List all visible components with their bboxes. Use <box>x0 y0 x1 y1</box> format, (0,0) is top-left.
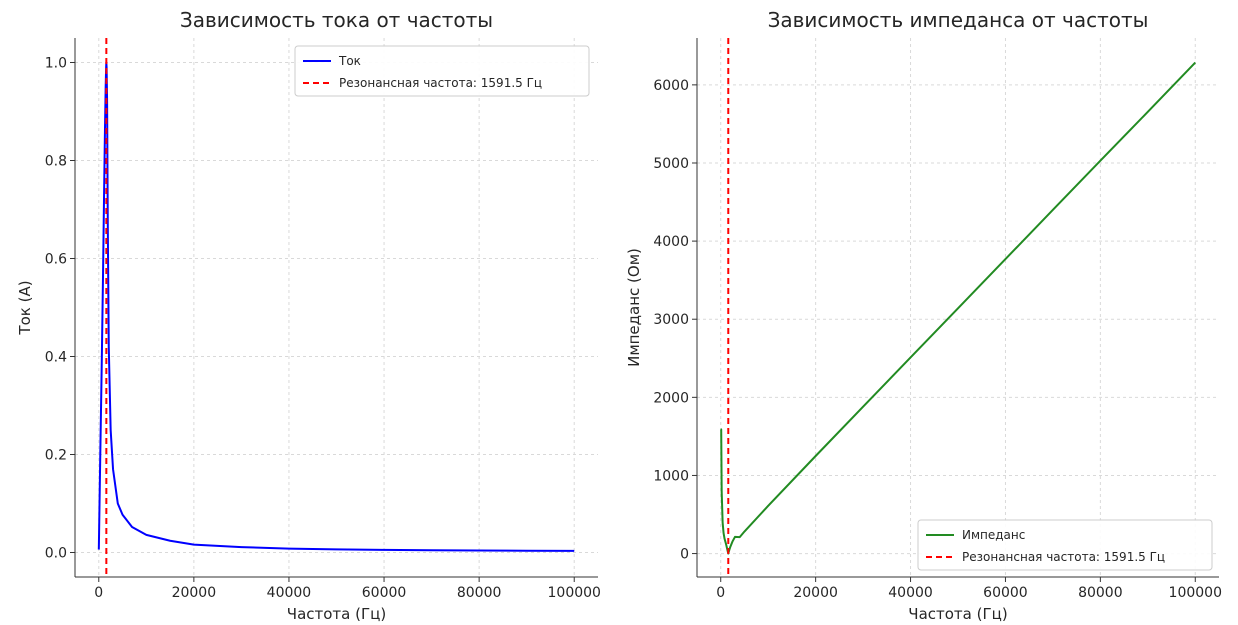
y-tick-label: 3000 <box>653 312 689 328</box>
y-tick-label: 6000 <box>653 78 689 94</box>
subplot-1: Зависимость тока от частоты 0 20000 40000 60… <box>16 8 601 623</box>
x-tick-label: 0 <box>94 585 103 601</box>
x-tick-label: 20000 <box>793 585 838 601</box>
y-tick-label: 0.0 <box>45 546 67 562</box>
x-tick-label: 100000 <box>1169 585 1222 601</box>
legend: Импеданс Резонансная частота: 1591.5 Гц <box>917 519 1213 571</box>
x-tick-label: 40000 <box>267 585 312 601</box>
x-tick-label: 0 <box>716 585 725 601</box>
legend: Ток Резонансная частота: 1591.5 Гц <box>294 45 590 97</box>
legend-box <box>294 45 590 97</box>
legend-entry: Резонансная частота: 1591.5 Гц <box>339 76 542 90</box>
legend-entry: Резонансная частота: 1591.5 Гц <box>962 550 1165 564</box>
chart-title: Зависимость импеданса от частоты <box>768 8 1149 32</box>
y-tick-label: 5000 <box>653 156 689 172</box>
y-tick-label: 0.6 <box>45 252 67 268</box>
y-tick-label: 0 <box>680 547 689 563</box>
x-tick-label: 20000 <box>172 585 217 601</box>
legend-entry: Ток <box>338 54 361 68</box>
series-line-1 <box>720 61 1196 555</box>
x-axis-label: Частота (Гц) <box>287 605 386 623</box>
y-tick-label: 0.8 <box>45 154 67 170</box>
x-tick-label: 40000 <box>888 585 933 601</box>
x-axis-label: Частота (Гц) <box>908 605 1007 623</box>
y-tick-label: 4000 <box>653 234 689 250</box>
y-tick-label: 1000 <box>653 468 689 484</box>
y-tick-label: 1.0 <box>45 56 67 72</box>
series-line-1 <box>97 61 575 552</box>
legend-entry: Импеданс <box>962 528 1025 542</box>
legend-box <box>917 519 1213 571</box>
x-tick-label: 80000 <box>457 585 502 601</box>
x-tick-label: 80000 <box>1078 585 1123 601</box>
x-tick-label: 60000 <box>362 585 407 601</box>
y-axis-label: Импеданс (Ом) <box>625 248 643 367</box>
y-axis-label: Ток (A) <box>16 280 34 335</box>
chart-title: Зависимость тока от частоты <box>180 8 493 32</box>
y-tick-label: 0.2 <box>45 448 67 464</box>
y-tick-label: 2000 <box>653 390 689 406</box>
y-tick-label: 0.4 <box>45 350 67 366</box>
x-tick-label: 60000 <box>983 585 1028 601</box>
x-tick-label: 100000 <box>548 585 601 601</box>
